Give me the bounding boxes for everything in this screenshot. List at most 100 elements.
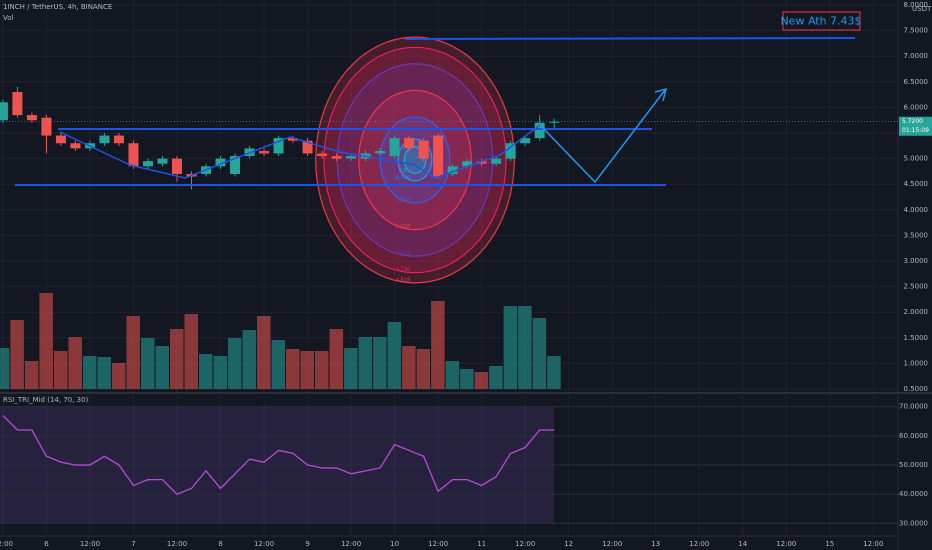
candle-body: [259, 150, 270, 154]
volume-bar: [199, 354, 213, 389]
volume-bar: [184, 314, 198, 389]
candle-body: [302, 140, 313, 154]
volume-bar: [169, 329, 184, 389]
y-tick-label: 5.0000: [904, 155, 929, 163]
x-tick-label: 13: [651, 540, 660, 548]
candle-body: [26, 115, 37, 121]
y-tick-label: 0.5000: [904, 385, 929, 393]
y-tick-label: 7.5000: [904, 27, 929, 35]
volume-bar: [344, 348, 358, 389]
x-tick-label: 8: [218, 540, 222, 548]
candle-body: [215, 158, 226, 167]
y-tick-label: 8.0000: [904, 1, 929, 9]
volume-bar: [257, 316, 271, 389]
rsi-tick-label: 50.0000: [899, 461, 928, 469]
candle-body: [41, 117, 52, 136]
volume-bar: [140, 338, 155, 389]
y-tick-label: 4.5000: [904, 180, 929, 188]
volume-bar: [53, 351, 68, 389]
volume-bar: [97, 357, 111, 389]
volume-bar: [82, 356, 97, 389]
volume-bar: [489, 366, 503, 389]
y-tick-label: 4.0000: [904, 206, 929, 214]
volume-bar: [242, 330, 257, 389]
x-tick-label: 6: [44, 540, 49, 548]
candle-body: [331, 156, 342, 159]
volume-bar: [10, 320, 24, 389]
volume-bar: [503, 306, 518, 389]
last-price: 5.7200: [902, 118, 923, 125]
x-tick-label: 14: [738, 540, 747, 548]
fib-label: 0.5: [399, 168, 407, 174]
candle-body: [520, 138, 531, 144]
fib-circle: [358, 89, 472, 231]
volume-bar: [213, 356, 228, 389]
candle-body: [505, 143, 516, 159]
projection: [539, 89, 666, 184]
candle-body: [70, 143, 81, 149]
y-tick-label: 6.0000: [904, 103, 929, 111]
fib-label: 2.618: [396, 224, 410, 230]
fib-label: 3.618: [396, 251, 410, 257]
y-tick-label: 2.5000: [904, 283, 929, 291]
candle-body: [418, 140, 429, 159]
volume-bar: [518, 306, 532, 389]
candle-body: [549, 121, 560, 123]
volume-bar: [373, 337, 387, 389]
ath-line: [404, 37, 856, 40]
y-tick-label: 3.5000: [904, 231, 929, 239]
y-tick-label: 3.0000: [904, 257, 929, 265]
currency-label: USDT: [912, 5, 932, 13]
volume-title: Vol: [3, 14, 14, 22]
annotation-box: [782, 11, 861, 31]
candle-body: [273, 138, 284, 154]
candle-body: [534, 122, 545, 139]
volume-bar: [68, 337, 82, 389]
rsi-title: RSI_TRI_Mid (14, 70, 30): [3, 396, 89, 404]
fib-label: 0.786: [396, 175, 410, 181]
arrow-head: [654, 87, 668, 102]
candle-body: [230, 156, 241, 174]
volume-bar: [547, 356, 561, 389]
candle-body: [491, 158, 502, 164]
candle-body: [12, 92, 23, 116]
volume-bar: [460, 369, 474, 389]
candle-body: [447, 166, 458, 174]
y-tick-label: 7.0000: [904, 52, 929, 60]
volume-bar: [315, 351, 329, 389]
rsi-tick-label: 30.0000: [899, 519, 928, 527]
y-tick-label: 1.5000: [904, 334, 929, 342]
volume-bar: [387, 322, 402, 389]
y-tick-label: 6.5000: [904, 78, 929, 86]
x-tick-label: 10: [390, 540, 399, 548]
candle-body: [288, 138, 299, 141]
x-tick-label: 12:00: [428, 540, 448, 548]
volume-bar: [445, 361, 460, 389]
candle-body: [317, 153, 328, 157]
countdown: 01:15:09: [902, 127, 929, 134]
volume-bar: [358, 337, 373, 389]
x-tick-label: 12:00: [863, 540, 883, 548]
volume-bar: [126, 316, 140, 389]
candle-body: [142, 161, 153, 167]
x-tick-label: 12:00: [776, 540, 796, 548]
x-tick-label: 12:00: [80, 540, 100, 548]
volume-bar: [271, 340, 286, 389]
x-tick-label: 12:00: [0, 540, 13, 548]
rsi-tick-label: 60.0000: [899, 432, 928, 440]
candle-body: [389, 138, 400, 157]
rsi-tick-label: 70.0000: [899, 403, 928, 411]
volume-bar: [402, 346, 416, 389]
volume-bar: [228, 338, 242, 389]
volume-bar: [286, 349, 300, 389]
symbol-title: 1INCH / TetherUS, 4h, BINANCE: [3, 3, 112, 11]
y-tick-label: 1.0000: [904, 359, 929, 367]
volume-bar: [300, 351, 315, 389]
x-tick-label: 12:00: [689, 540, 709, 548]
fib-circle: [315, 36, 515, 284]
volume-bar: [431, 301, 445, 389]
volume-bar: [155, 346, 169, 389]
volume-bar: [39, 293, 53, 389]
